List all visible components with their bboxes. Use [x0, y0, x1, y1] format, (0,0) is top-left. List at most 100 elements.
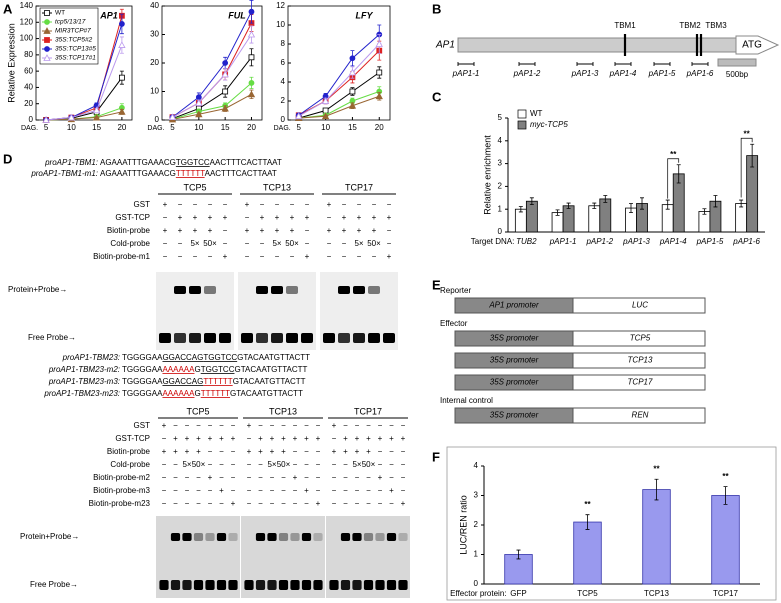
band-label: Protein+Probe→: [8, 285, 67, 294]
lane-symbol: +: [389, 434, 394, 443]
lane-symbol: −: [173, 460, 178, 469]
gene-label: TCP5: [630, 334, 651, 343]
x-tick-label: 5: [170, 123, 175, 132]
x-tick-label: TUB2: [516, 237, 537, 246]
lane-symbol: −: [247, 460, 252, 469]
y-tick-label: 2: [281, 96, 286, 105]
row-label: GST: [134, 421, 151, 430]
marker: [321, 97, 330, 104]
y-tick-label: 0: [29, 115, 34, 124]
lane-symbol: −: [343, 486, 348, 495]
row-label: GST: [134, 200, 151, 209]
lane-symbol: −: [219, 460, 224, 469]
lane-symbol: −: [293, 486, 298, 495]
lane-symbol: −: [208, 447, 213, 456]
lane-symbol: −: [193, 200, 198, 209]
lane-symbol: −: [378, 486, 383, 495]
lane-symbol: −: [343, 421, 348, 430]
gel-band: [189, 333, 201, 343]
lane-symbol: −: [245, 239, 250, 248]
lane-symbol: +: [231, 434, 236, 443]
sequence-part: G: [194, 365, 200, 374]
error-bar: [516, 549, 521, 560]
gel-band: [193, 533, 204, 541]
lane-symbol: −: [260, 200, 265, 209]
lane-symbol: +: [163, 226, 168, 235]
lane-symbol: −: [366, 499, 371, 508]
lane-symbol: +: [219, 486, 224, 495]
error-bar: [665, 199, 670, 210]
lane-symbol: −: [387, 200, 392, 209]
marker: [322, 107, 329, 114]
gel-band: [204, 286, 216, 294]
lane-symbol: −: [260, 252, 265, 261]
lane-symbol: +: [304, 486, 309, 495]
lane-symbol: −: [245, 252, 250, 261]
gel-band: [182, 533, 192, 541]
bar: [504, 554, 533, 585]
promoter-label: 35S promoter: [490, 334, 539, 343]
marker: [248, 8, 255, 15]
series-line: [46, 44, 123, 121]
annotation: **: [653, 464, 660, 473]
lane-symbol: −: [305, 226, 310, 235]
gel-band: [159, 580, 169, 590]
lane-symbol: −: [275, 252, 280, 261]
lane-symbol: −: [355, 473, 360, 482]
x-tick-label: TCP13: [644, 589, 669, 598]
marker: [348, 68, 357, 76]
row-label: GST-TCP: [115, 213, 150, 222]
lane-symbol: −: [162, 499, 167, 508]
row-label: Biotin-probe: [107, 226, 151, 235]
lane-symbol: −: [357, 252, 362, 261]
gene-label: TCP17: [628, 378, 653, 387]
lane-symbol: 5×: [190, 239, 199, 248]
lane-symbol: +: [260, 213, 265, 222]
lane-symbol: −: [378, 421, 383, 430]
error-bar: [603, 195, 608, 203]
lane-symbol: −: [163, 239, 168, 248]
lane-symbol: +: [290, 213, 295, 222]
panel-letter: B: [432, 1, 441, 16]
sequence-part: G: [194, 389, 200, 398]
marker: [195, 110, 203, 118]
bar: [562, 205, 575, 233]
error-bar: [529, 197, 534, 206]
sequence-part: GGACCAG: [162, 353, 203, 362]
lane-symbol: −: [185, 486, 190, 495]
series-line: [298, 34, 380, 116]
lane-symbol: −: [270, 486, 275, 495]
row-label: Biotin-probe-m23: [89, 499, 151, 508]
gel-band: [286, 333, 298, 343]
lane-symbol: +: [275, 213, 280, 222]
lane-symbol: −: [208, 200, 213, 209]
sequence: TGGGGAAAAAAAAGTTTTTTGTACAATGTTACTT: [122, 389, 303, 398]
promoter-box: [454, 352, 574, 369]
gel-band: [159, 333, 171, 343]
sequence-part: TGGGGAA: [122, 389, 163, 398]
lane-symbol: −: [196, 421, 201, 430]
section-heading: Internal control: [440, 396, 493, 405]
series-line: [172, 34, 252, 118]
y-tick-label: 80: [24, 50, 33, 59]
lane-symbol: +: [258, 447, 263, 456]
panel-letter: F: [432, 449, 440, 464]
primer: [457, 62, 475, 66]
lane-symbol: −: [219, 421, 224, 430]
series-line: [46, 111, 123, 121]
marker: [195, 94, 202, 101]
gene-label: REN: [632, 411, 649, 420]
lane-symbol: −: [378, 460, 383, 469]
gel-band: [290, 580, 300, 590]
lane-symbol: +: [316, 434, 321, 443]
lane-symbol: +: [208, 434, 213, 443]
y-tick-label: 0: [281, 115, 286, 124]
lane-symbol: +: [293, 434, 298, 443]
lane-symbol: −: [223, 226, 228, 235]
lane-symbol: +: [387, 252, 392, 261]
lane-symbol: −: [178, 252, 183, 261]
y-tick-label: 1: [474, 550, 479, 559]
lane-symbol: +: [275, 226, 280, 235]
lane-symbol: −: [327, 239, 332, 248]
lane-symbol: +: [355, 447, 360, 456]
